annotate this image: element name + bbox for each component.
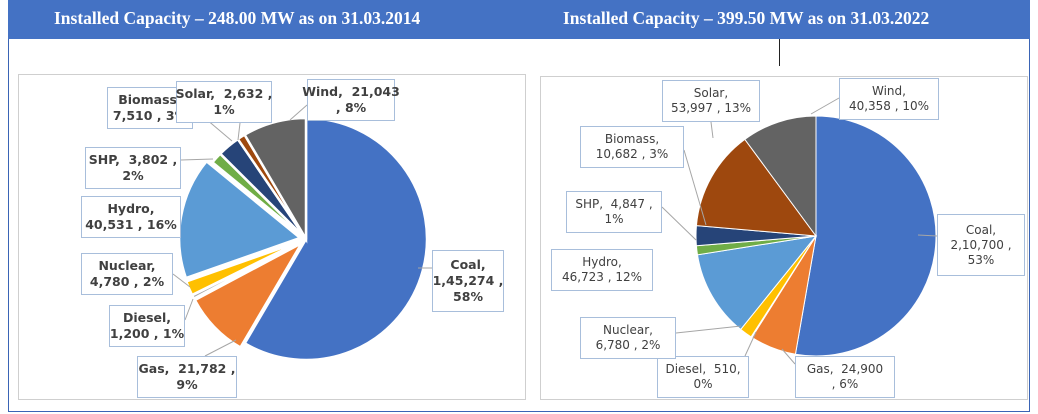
right-pie-chart: [661, 97, 938, 365]
data-label-gas: Gas, 24,900 , 6%: [795, 356, 895, 398]
leader-line-nuclear: [172, 273, 191, 288]
data-label-diesel: Diesel, 1,200 , 1%: [109, 305, 185, 347]
pie-slice-wind: [242, 116, 308, 244]
pie-slice-hydro: [696, 235, 818, 331]
right-chart-title: Installed Capacity – 399.50 MW as on 31.…: [563, 8, 930, 28]
leader-line-wind: [289, 104, 308, 121]
leader-line-diesel: [744, 331, 757, 357]
data-label-solar: Solar, 2,632 , 1%: [176, 81, 272, 123]
data-label-coal: Coal, 2,10,700 , 53%: [937, 214, 1025, 276]
divider-line: [779, 39, 780, 66]
pie-slice-gas: [193, 239, 305, 350]
leader-line-nuclear: [675, 325, 742, 334]
title-bar: Installed Capacity – 248.00 MW as on 31.…: [8, 0, 1030, 39]
data-label-shp: SHP, 3,802 , 2%: [85, 147, 181, 189]
leader-line-gas: [781, 348, 796, 365]
data-label-solar: Solar, 53,997 , 13%: [662, 80, 760, 122]
data-label-hydro: Hydro, 46,723 , 12%: [551, 249, 653, 291]
pie-slice-coal: [243, 116, 429, 362]
pie-slice-solar: [695, 138, 818, 237]
data-label-biomass: Biomass, 10,682 , 3%: [580, 126, 684, 168]
pie-slice-nuclear: [184, 240, 302, 297]
data-label-gas: Gas, 21,782 , 9%: [137, 356, 237, 398]
data-label-nuclear: Nuclear, 4,780 , 2%: [81, 253, 173, 295]
data-label-coal: Coal, 1,45,274 , 58%: [432, 250, 504, 312]
data-label-nuclear: Nuclear, 6,780 , 2%: [580, 317, 676, 359]
leader-line-shp: [180, 158, 214, 161]
data-label-hydro: Hydro, 40,531 , 16%: [81, 196, 181, 238]
leader-line-coal: [917, 234, 938, 237]
leader-line-wind: [810, 97, 840, 115]
data-label-wind: Wind, 21,043 , 8%: [302, 79, 400, 121]
data-label-shp: SHP, 4,847 , 1%: [566, 191, 662, 233]
left-chart-title: Installed Capacity – 248.00 MW as on 31.…: [54, 8, 421, 28]
leader-line-diesel: [184, 298, 194, 321]
data-label-diesel: Diesel, 510, 0%: [657, 356, 749, 398]
leader-line-gas: [204, 339, 237, 357]
pie-slice-coal: [794, 115, 937, 357]
pie-slice-wind: [744, 115, 817, 238]
left-pie-chart: [172, 104, 432, 362]
leader-line-solar: [237, 122, 241, 141]
leader-line-shp: [661, 206, 697, 241]
leader-line-biomass: [683, 149, 707, 226]
leader-line-solar: [710, 121, 714, 139]
data-label-wind: Wind, 40,358 , 10%: [839, 78, 939, 120]
